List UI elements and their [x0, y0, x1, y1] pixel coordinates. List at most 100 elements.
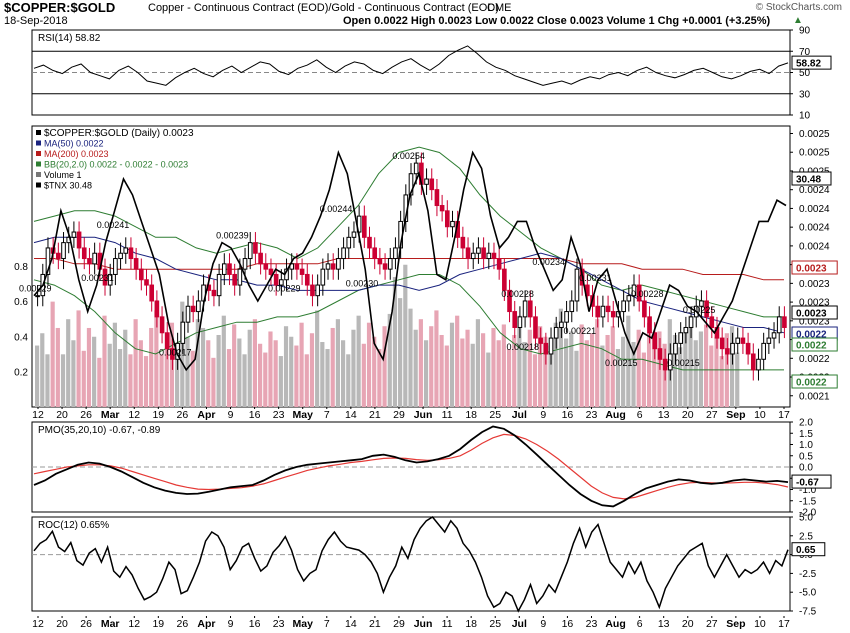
volume-bar: [40, 333, 45, 407]
candle-body: [216, 273, 222, 297]
candle-body: [543, 342, 549, 355]
candle-body: [512, 311, 518, 328]
legend-entry: MA(200) 0.0023: [44, 149, 109, 159]
x-axis-label: 23: [586, 409, 598, 421]
candle-body: [310, 284, 315, 297]
volume-bar: [548, 345, 553, 407]
legend-entry: $TNX 30.48: [44, 181, 92, 191]
candle-body: [688, 316, 694, 328]
pmo-axis-label: 1.5: [799, 429, 813, 440]
volume-bar: [76, 310, 81, 407]
volume-bar: [325, 349, 330, 407]
price-value-label-box: [791, 171, 832, 186]
volume-bar: [527, 329, 532, 407]
candle-body: [393, 247, 398, 260]
price-value-label: 0.0022: [796, 341, 827, 352]
volume-bar: [123, 329, 128, 407]
volume-bar: [491, 327, 496, 407]
volume-bar: [496, 340, 501, 407]
candle-body: [595, 305, 601, 318]
candle-body: [154, 300, 160, 318]
rsi-line: [33, 45, 789, 86]
volume-bar: [372, 336, 377, 407]
candle-body: [413, 162, 419, 175]
x-axis-label: 12: [32, 618, 44, 630]
candle-body: [304, 273, 310, 286]
volume-bar: [439, 334, 444, 407]
x-axis-label: 27: [706, 409, 718, 421]
price-annotation: 0.00225: [683, 305, 716, 315]
volume-bar: [206, 340, 211, 407]
volume-bar: [413, 329, 418, 407]
candle-body: [279, 279, 284, 286]
volume-bar: [185, 336, 190, 407]
price-annotation: 0.00231: [81, 273, 114, 283]
candle-body: [123, 247, 129, 254]
candle-body: [647, 316, 652, 334]
volume-bar: [346, 354, 351, 407]
volume-bar: [589, 333, 595, 407]
x-axis-label: 10: [754, 409, 766, 421]
candle-body: [190, 305, 196, 313]
candle-body: [678, 332, 683, 344]
volume-bar: [506, 349, 512, 407]
candle-body: [626, 295, 632, 302]
candle-body: [652, 332, 658, 350]
candle-body: [538, 337, 543, 344]
bollinger-upper-line: [33, 146, 784, 318]
price-value-label-box: [791, 374, 838, 389]
candle-body: [273, 273, 279, 286]
candle-body: [367, 236, 372, 249]
volume-bar: [117, 349, 123, 407]
volume-bar: [81, 350, 86, 407]
quote-bar: Open 0.0022 High 0.0023 Low 0.0022 Close…: [343, 15, 771, 27]
volume-bar: [289, 336, 294, 407]
x-axis-label: 10: [754, 618, 766, 630]
candle-body: [662, 358, 668, 371]
volume-bar: [719, 356, 724, 407]
candle-body: [341, 247, 346, 260]
x-axis-label: 17: [778, 618, 790, 630]
volume-bar: [226, 349, 232, 407]
candle-body: [745, 342, 751, 355]
price-annotation: 0.00230: [346, 278, 379, 288]
candle-body: [766, 337, 772, 344]
price-annotation: 0.00215: [605, 358, 638, 368]
volume-bar: [258, 343, 263, 407]
volume-bar: [574, 350, 579, 407]
pmo-line: [33, 425, 789, 508]
candle-body: [735, 337, 741, 344]
roc-title: ROC(12) 0.65%: [38, 520, 109, 531]
candle-body: [237, 268, 243, 286]
chart-symbol: $COPPER:$GOLD: [4, 0, 116, 15]
x-axis-label: 7: [324, 618, 330, 630]
candle-body: [382, 263, 388, 270]
candle-body: [719, 337, 725, 350]
volume-axis-label: 0.2: [14, 367, 28, 378]
price-axis-label: 0.0021: [799, 391, 830, 402]
x-axis-label: 9: [228, 409, 234, 421]
volume-bar: [340, 340, 346, 407]
volume-bar: [408, 308, 413, 407]
tnx-line: [33, 149, 787, 372]
candle-body: [92, 252, 97, 265]
volume-bar: [387, 313, 392, 407]
volume-bar: [569, 331, 574, 407]
roc-axis-label: -5.0: [799, 588, 817, 599]
candle-body: [325, 263, 331, 270]
candle-body: [533, 316, 538, 339]
candle-body: [196, 300, 201, 313]
volume-bar: [626, 315, 631, 407]
legend-entry: MA(50) 0.0022: [44, 139, 104, 149]
volume-bar: [180, 301, 185, 407]
up-arrow-icon: ▲: [793, 15, 803, 26]
volume-bar: [356, 315, 361, 407]
roc-last-value-box: [791, 542, 826, 557]
volume-bar: [600, 345, 605, 407]
candle-body: [372, 247, 378, 260]
price-annotation: 0.00234: [532, 257, 565, 267]
x-axis-label: 14: [345, 618, 357, 630]
candle-body: [709, 316, 715, 328]
candle-body: [610, 311, 616, 318]
x-axis-label: Aug: [605, 618, 625, 630]
